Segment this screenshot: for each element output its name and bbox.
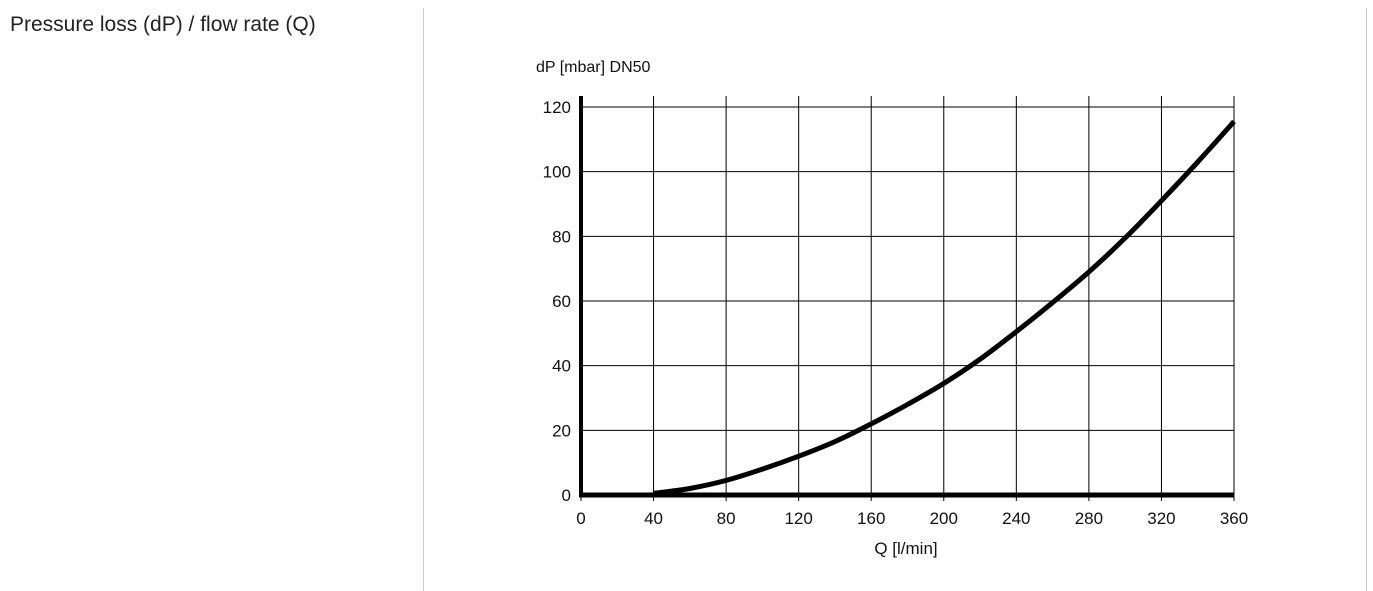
left-divider (423, 8, 424, 591)
y-tick-label: 0 (562, 486, 571, 505)
y-axis-label: dP [mbar] DN50 (536, 59, 651, 76)
y-tick-label: 80 (552, 227, 571, 246)
tick-label-layer: 0 40 80 120 160 200 240 280 320 360 0 20 40 60 80 100 12… (543, 98, 1249, 528)
y-tick-label: 100 (543, 163, 571, 182)
chart-panel: 0 40 80 120 160 200 240 280 320 360 0 20 40 60 80 100 12… (424, 8, 1366, 591)
y-tick-label: 60 (552, 292, 571, 311)
pressure-loss-chart: 0 40 80 120 160 200 240 280 320 360 0 20 40 60 80 100 12… (536, 59, 1249, 558)
x-tick-label: 320 (1147, 509, 1175, 528)
x-tick-label: 240 (1002, 509, 1030, 528)
x-tick-label: 360 (1220, 509, 1248, 528)
x-tick-label: 120 (784, 509, 812, 528)
series-line (653, 119, 1236, 496)
section-title: Pressure loss (dP) / flow rate (Q) (10, 13, 316, 36)
y-tick-label: 40 (552, 357, 571, 376)
grid-layer (581, 96, 1235, 495)
right-divider (1366, 8, 1367, 591)
x-tick-label: 200 (930, 509, 958, 528)
y-tick-label: 120 (543, 98, 571, 117)
x-tick-label: 0 (576, 509, 585, 528)
x-axis-label: Q [l/min] (874, 539, 937, 558)
axis-layer (579, 96, 1235, 501)
x-tick-label: 40 (644, 509, 663, 528)
x-tick-label: 160 (857, 509, 885, 528)
x-tick-label: 280 (1075, 509, 1103, 528)
x-tick-label: 80 (717, 509, 736, 528)
y-tick-label: 20 (552, 421, 571, 440)
series-layer (653, 119, 1236, 496)
